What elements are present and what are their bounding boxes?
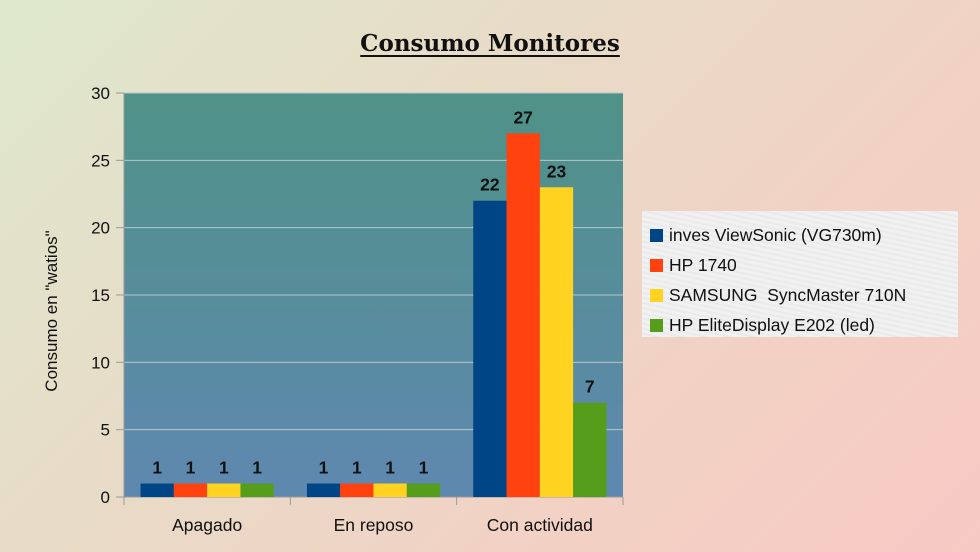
data-label: 1 bbox=[252, 458, 262, 478]
x-tick-label: Apagado bbox=[172, 515, 242, 535]
legend-label: HP 1740 bbox=[669, 254, 737, 275]
data-label: 1 bbox=[219, 458, 229, 478]
data-labels: 1 1 1 1 1 1 1 1 22 27 23 7 bbox=[152, 107, 594, 477]
data-label: 1 bbox=[352, 458, 362, 478]
bar bbox=[240, 483, 274, 497]
bar bbox=[373, 483, 407, 497]
legend-swatch bbox=[650, 228, 663, 242]
bar bbox=[573, 402, 607, 497]
bar bbox=[473, 200, 507, 497]
data-label: 27 bbox=[513, 107, 532, 127]
y-tick-label: 15 bbox=[91, 286, 110, 305]
legend-item: SAMSUNG SyncMaster 710N bbox=[642, 280, 958, 310]
y-tick-label: 25 bbox=[91, 151, 110, 170]
legend-item: HP EliteDisplay E202 (led) bbox=[642, 310, 958, 340]
legend-swatch bbox=[650, 318, 663, 332]
data-label: 1 bbox=[186, 458, 196, 478]
y-axis-title: Consumo en "watios" bbox=[42, 230, 61, 391]
legend: inves ViewSonic (VG730m) HP 1740 SAMSUNG S… bbox=[642, 211, 958, 337]
data-label: 1 bbox=[385, 458, 395, 478]
bar bbox=[306, 483, 341, 497]
legend-swatch bbox=[650, 258, 663, 272]
x-tick-label: En reposo bbox=[334, 515, 414, 535]
bar bbox=[140, 483, 174, 497]
y-tick-label: 0 bbox=[101, 488, 110, 507]
data-label: 23 bbox=[547, 161, 567, 181]
y-tick-label: 10 bbox=[91, 353, 110, 372]
data-label: 1 bbox=[152, 458, 162, 478]
bars bbox=[140, 133, 607, 497]
y-tick-label: 20 bbox=[91, 219, 110, 238]
legend-item: inves ViewSonic (VG730m) bbox=[642, 220, 958, 250]
y-tick-label: 5 bbox=[101, 421, 110, 440]
data-label: 7 bbox=[585, 377, 595, 397]
bar bbox=[406, 483, 441, 497]
legend-item: HP 1740 bbox=[642, 250, 958, 280]
bar bbox=[506, 133, 540, 497]
chart-title: Consumo Monitores bbox=[360, 30, 620, 57]
legend-label: HP EliteDisplay E202 (led) bbox=[669, 314, 875, 335]
bar bbox=[207, 483, 241, 497]
data-label: 1 bbox=[319, 458, 329, 478]
legend-label: SAMSUNG SyncMaster 710N bbox=[669, 284, 907, 305]
legend-label: inves ViewSonic (VG730m) bbox=[669, 224, 882, 245]
y-tick-label: 30 bbox=[91, 84, 110, 103]
data-label: 22 bbox=[480, 175, 500, 195]
bar bbox=[340, 483, 374, 497]
bar bbox=[173, 483, 208, 497]
data-label: 1 bbox=[419, 458, 429, 478]
legend-swatch bbox=[650, 288, 663, 302]
bar bbox=[539, 187, 574, 497]
axes: 0 5 10 15 20 25 30 Apagado En reposo Con activida… bbox=[91, 84, 624, 535]
x-tick-label: Con actividad bbox=[487, 515, 593, 535]
